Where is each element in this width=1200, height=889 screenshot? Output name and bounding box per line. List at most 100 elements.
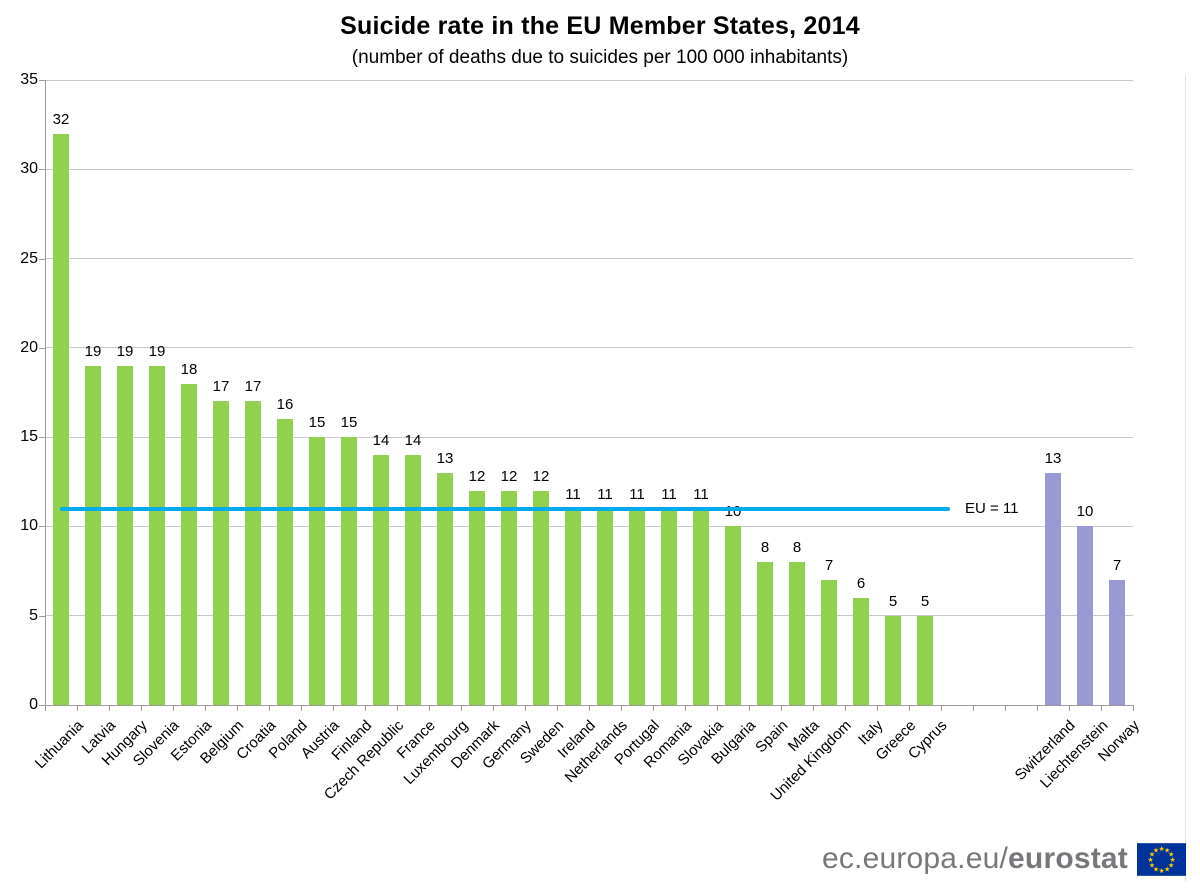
bar-germany bbox=[501, 490, 517, 705]
gridline bbox=[46, 168, 1133, 170]
bar-france bbox=[405, 455, 421, 705]
bar-value-label: 12 bbox=[532, 467, 550, 485]
footer-url-regular: ec.europa.eu/ bbox=[821, 842, 1009, 875]
x-axis-line bbox=[45, 705, 1134, 706]
bar-value-label: 18 bbox=[180, 360, 198, 378]
x-axis-category-label: Spain bbox=[751, 717, 792, 757]
bar-value-label: 14 bbox=[404, 432, 422, 449]
bar-united-kingdom bbox=[821, 580, 837, 705]
bar-ireland bbox=[565, 508, 581, 705]
x-axis-tick bbox=[909, 706, 910, 711]
x-axis-tick bbox=[749, 706, 750, 711]
bar-value-label: 5 bbox=[888, 592, 898, 610]
x-axis-tick bbox=[1101, 706, 1102, 711]
chart-subtitle: (number of deaths due to suicides per 10… bbox=[351, 47, 849, 68]
x-axis-tick bbox=[1133, 706, 1134, 711]
bar-value-label: 10 bbox=[1076, 503, 1094, 521]
gridline bbox=[46, 525, 1133, 527]
bar-cyprus bbox=[917, 615, 933, 705]
y-axis-tick-label: 10 bbox=[20, 517, 38, 535]
bar-value-label: 11 bbox=[693, 485, 709, 503]
chart-right-border bbox=[1185, 75, 1186, 882]
bar-denmark bbox=[469, 490, 485, 705]
bar-slovenia bbox=[149, 365, 165, 705]
bar-croatia bbox=[245, 401, 261, 705]
bar-value-label: 11 bbox=[629, 485, 645, 503]
svg-text:★: ★ bbox=[1164, 865, 1170, 873]
x-axis-tick bbox=[333, 706, 334, 711]
x-axis-tick bbox=[301, 706, 302, 711]
bar-value-label: 14 bbox=[372, 432, 390, 449]
x-axis-tick bbox=[813, 706, 814, 711]
bar-value-label: 6 bbox=[856, 574, 866, 592]
bar-lithuania bbox=[53, 133, 69, 705]
bar-portugal bbox=[629, 508, 645, 705]
x-axis-tick bbox=[717, 706, 718, 711]
bar-value-label: 8 bbox=[792, 539, 802, 557]
bar-spain bbox=[757, 562, 773, 705]
x-axis-tick bbox=[109, 706, 110, 711]
y-axis-tick bbox=[39, 526, 45, 528]
bar-belgium bbox=[213, 401, 229, 705]
bar-finland bbox=[341, 437, 357, 705]
svg-text:★: ★ bbox=[1149, 861, 1155, 869]
chart-title: Suicide rate in the EU Member States, 20… bbox=[340, 12, 860, 40]
bar-value-label: 17 bbox=[212, 378, 230, 396]
bar-bulgaria bbox=[725, 526, 741, 705]
bar-austria bbox=[309, 437, 325, 705]
bar-value-label: 11 bbox=[661, 485, 677, 503]
y-axis-tick bbox=[39, 437, 45, 439]
eu-average-line bbox=[60, 506, 950, 511]
bar-czech-republic bbox=[373, 455, 389, 705]
x-axis-tick bbox=[621, 706, 622, 711]
x-axis-tick bbox=[173, 706, 174, 711]
y-axis-tick-label: 0 bbox=[29, 696, 38, 713]
y-axis-tick bbox=[39, 258, 45, 260]
bar-value-label: 11 bbox=[565, 485, 581, 503]
svg-text:★: ★ bbox=[1147, 855, 1153, 863]
svg-text:★: ★ bbox=[1153, 865, 1159, 873]
y-axis-tick-label: 15 bbox=[20, 428, 38, 446]
gridline bbox=[46, 615, 1133, 617]
bar-value-label: 8 bbox=[760, 539, 770, 557]
bar-value-label: 7 bbox=[1112, 557, 1122, 574]
bar-value-label: 11 bbox=[597, 485, 613, 503]
svg-text:★: ★ bbox=[1164, 846, 1170, 854]
x-axis-tick bbox=[77, 706, 78, 711]
bar-value-label: 12 bbox=[500, 467, 518, 485]
footer-url: ec.europa.eu/eurostat bbox=[822, 842, 1128, 876]
svg-text:★: ★ bbox=[1149, 850, 1155, 858]
gridline bbox=[46, 436, 1133, 438]
x-axis-tick bbox=[429, 706, 430, 711]
bar-value-label: 12 bbox=[468, 467, 486, 485]
y-axis-tick-label: 25 bbox=[20, 249, 38, 267]
y-axis-tick-label: 30 bbox=[20, 160, 38, 178]
x-axis-tick bbox=[45, 706, 46, 711]
bar-value-label: 17 bbox=[244, 378, 262, 396]
bar-switzerland bbox=[1045, 472, 1061, 705]
bar-greece bbox=[885, 615, 901, 705]
x-axis-tick bbox=[685, 706, 686, 711]
x-axis-tick bbox=[1005, 706, 1006, 711]
x-axis-tick bbox=[365, 706, 366, 711]
y-axis-tick bbox=[39, 80, 45, 81]
bar-italy bbox=[853, 597, 869, 705]
x-axis-tick bbox=[205, 706, 206, 711]
x-axis-tick bbox=[653, 706, 654, 711]
bar-slovakia bbox=[693, 508, 709, 705]
footer-url-bold: eurostat bbox=[1008, 842, 1128, 875]
bar-romania bbox=[661, 508, 677, 705]
y-axis-tick-label: 20 bbox=[20, 338, 38, 356]
bar-value-label: 7 bbox=[824, 557, 834, 574]
eu-flag-icon: ★ ★★★★★★★★★★★ bbox=[1137, 842, 1186, 876]
bar-malta bbox=[789, 562, 805, 705]
eu-average-label: EU = 11 bbox=[965, 499, 1019, 517]
bar-value-label: 19 bbox=[148, 342, 166, 360]
bar-liechtenstein bbox=[1077, 526, 1093, 705]
x-axis-tick bbox=[941, 706, 942, 711]
bar-sweden bbox=[533, 490, 549, 705]
x-axis-tick bbox=[1069, 706, 1070, 711]
bar-latvia bbox=[85, 365, 101, 705]
gridline bbox=[46, 347, 1133, 349]
